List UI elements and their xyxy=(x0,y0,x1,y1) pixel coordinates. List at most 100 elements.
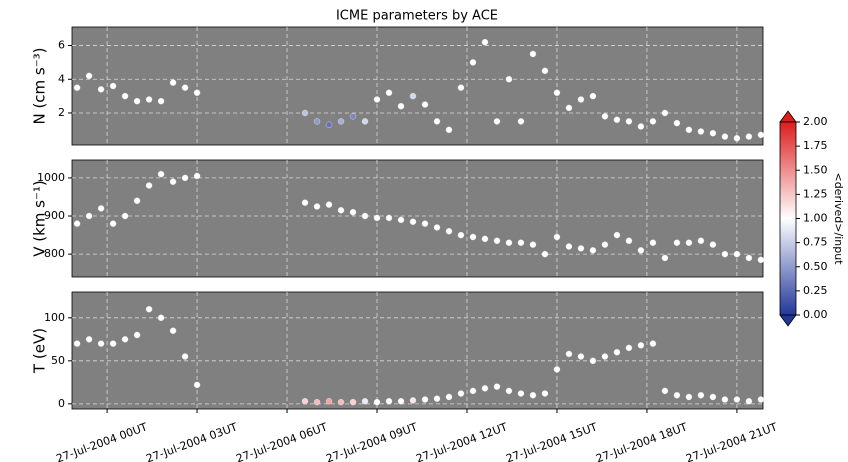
data-point xyxy=(433,395,441,402)
data-point xyxy=(709,393,717,401)
data-point xyxy=(73,220,81,227)
data-point xyxy=(433,118,441,125)
plot-background xyxy=(71,291,764,410)
colorbar xyxy=(779,121,797,316)
data-point xyxy=(733,135,741,142)
y-axis-label: T (eV) xyxy=(31,328,49,374)
data-point xyxy=(325,398,333,405)
colorbar-tick-label: 0.50 xyxy=(803,260,828,273)
y-tick-label: 100 xyxy=(44,311,65,324)
colorbar-extend-bottom xyxy=(779,314,797,327)
data-point xyxy=(493,383,501,390)
data-point xyxy=(553,366,561,373)
data-point xyxy=(73,84,81,91)
data-point xyxy=(385,89,393,96)
data-point xyxy=(553,233,561,241)
data-point xyxy=(565,243,573,250)
data-point xyxy=(529,241,537,248)
data-point xyxy=(385,398,393,405)
data-point xyxy=(73,340,81,347)
data-point xyxy=(673,392,681,399)
colorbar-tick-label: 0.00 xyxy=(803,308,828,321)
data-point xyxy=(625,344,633,352)
data-point xyxy=(697,392,705,399)
data-point xyxy=(685,126,693,134)
data-point xyxy=(133,197,141,204)
data-point xyxy=(457,231,465,239)
colorbar-tick-label: 1.00 xyxy=(803,212,828,225)
data-point xyxy=(133,331,141,339)
data-point xyxy=(193,172,201,180)
data-point xyxy=(565,350,573,358)
data-point xyxy=(589,92,597,100)
data-point xyxy=(613,349,621,356)
data-point xyxy=(133,97,141,105)
data-point xyxy=(649,239,657,246)
data-point xyxy=(445,126,453,134)
data-point xyxy=(313,118,321,125)
data-point xyxy=(649,340,657,347)
data-point xyxy=(721,133,729,140)
data-point xyxy=(649,118,657,125)
y-axis-label: V (km s⁻¹) xyxy=(31,180,49,257)
data-point xyxy=(661,109,669,117)
data-point xyxy=(745,133,753,140)
data-point xyxy=(601,113,609,120)
data-point xyxy=(733,250,741,258)
data-point xyxy=(325,121,333,128)
data-point xyxy=(349,398,357,406)
y-tick-label: 0 xyxy=(58,397,65,410)
colorbar-tick-label: 1.25 xyxy=(803,187,828,200)
data-point xyxy=(757,131,765,139)
data-point xyxy=(385,214,393,222)
data-point xyxy=(637,123,645,130)
data-point xyxy=(457,84,465,91)
y-tick-label: 2 xyxy=(58,106,65,119)
data-point xyxy=(421,101,429,108)
x-tick-label: 27-Jul-2004 15UT xyxy=(504,420,599,462)
data-point xyxy=(565,104,573,112)
data-point xyxy=(397,398,405,405)
data-point xyxy=(97,205,105,212)
colorbar-tick-label: 2.00 xyxy=(803,115,828,128)
data-point xyxy=(373,398,381,406)
data-point xyxy=(337,118,345,125)
data-point xyxy=(145,96,153,103)
data-point xyxy=(589,247,597,254)
x-tick-label: 27-Jul-2004 00UT xyxy=(54,420,149,462)
data-point xyxy=(517,239,525,246)
data-point xyxy=(121,336,129,343)
data-point xyxy=(301,199,309,206)
data-point xyxy=(613,116,621,123)
data-point xyxy=(421,220,429,227)
data-point xyxy=(157,314,165,322)
data-point xyxy=(373,96,381,103)
data-point xyxy=(97,86,105,93)
data-point xyxy=(685,393,693,401)
data-point xyxy=(757,396,765,403)
y-tick-label: 4 xyxy=(58,72,65,85)
data-point xyxy=(517,390,525,397)
data-point xyxy=(121,92,129,100)
data-point xyxy=(577,353,585,360)
data-point xyxy=(553,89,561,96)
data-point xyxy=(541,250,549,258)
data-point xyxy=(169,327,177,334)
x-tick-label: 27-Jul-2004 12UT xyxy=(414,420,509,462)
data-point xyxy=(469,59,477,66)
data-point xyxy=(481,385,489,392)
data-point xyxy=(85,212,93,220)
data-point xyxy=(181,174,189,182)
y-tick-label: 6 xyxy=(58,39,65,52)
data-point xyxy=(481,38,489,46)
data-point xyxy=(121,212,129,220)
x-tick-label: 27-Jul-2004 18UT xyxy=(594,420,689,462)
data-point xyxy=(193,89,201,96)
data-point xyxy=(661,387,669,395)
data-point xyxy=(445,228,453,235)
data-point xyxy=(361,398,369,405)
data-point xyxy=(469,387,477,395)
data-point xyxy=(157,170,165,178)
x-tick-label: 27-Jul-2004 06UT xyxy=(234,420,329,462)
data-point xyxy=(421,396,429,403)
